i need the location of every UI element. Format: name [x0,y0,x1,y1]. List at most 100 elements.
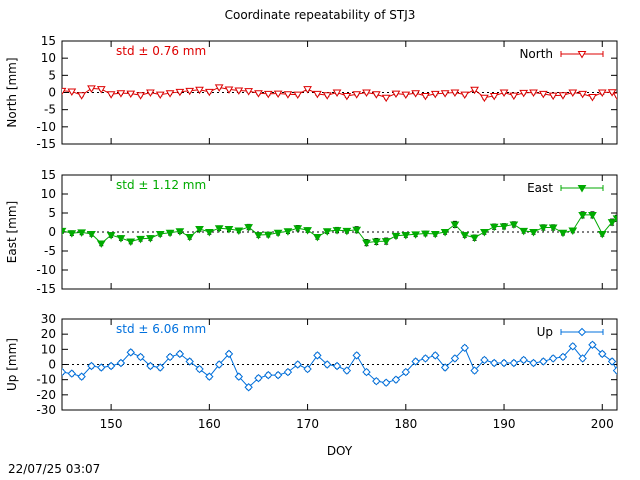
data-point [214,84,224,92]
data-point [548,224,558,232]
data-point [87,361,96,371]
panel-north: -15 -10 -5 0 5 10 15 North [mm] std ± 0.76 mm Nor… [5,34,618,151]
data-point [293,360,302,369]
series-line-north [62,86,617,99]
ytick-label-north: 0 [48,86,56,100]
data-point [303,227,312,235]
legend-label-up: Up [537,325,553,339]
data-point [470,86,479,95]
data-point [401,91,411,100]
data-point [391,375,401,384]
data-point [519,89,529,98]
data-point [480,355,489,365]
data-point [529,89,538,97]
data-point [460,232,470,240]
data-point [224,86,234,94]
ytick-label-up: 0 [48,358,56,372]
data-point [62,227,67,236]
data-point [588,340,597,349]
data-point [175,349,185,359]
data-point [205,372,214,381]
data-point [67,230,77,238]
data-point [263,90,273,99]
xtick-label: 170 [296,417,319,431]
data-point [332,89,342,97]
data-point [283,91,293,99]
data-point [234,227,244,235]
data-point [254,373,263,383]
data-point [539,357,548,366]
series-east [62,211,617,248]
ytick-label-east: -10 [36,263,56,277]
data-point [362,89,371,97]
chart-title: Coordinate repeatability of STJ3 [224,8,416,22]
xtick-label: 180 [394,417,417,431]
std-annotation-up: std ± 6.06 mm [116,322,206,336]
data-point [116,235,126,243]
data-point [106,232,116,240]
ytick-label-up: -20 [36,388,56,402]
data-point [77,372,86,381]
data-point [224,349,234,359]
legend-marker-up [577,327,587,337]
data-point [352,226,362,235]
data-point [558,229,568,238]
data-point [460,91,470,100]
panel-east: -15 -10 -5 0 5 10 15 East [mm] std ± 1.12 mm East [5,168,618,296]
data-point [303,364,312,374]
data-point [234,372,244,381]
data-point [185,233,195,242]
data-point [175,228,185,236]
data-point [77,229,87,237]
data-point [431,351,440,360]
data-point [204,88,214,97]
legend-label-north: North [519,47,553,61]
data-point [204,229,214,237]
data-point [578,90,587,99]
data-point [185,357,194,366]
data-point [499,89,509,97]
data-point [578,354,587,363]
data-point [126,348,135,357]
ylabel-east: East [mm] [5,201,19,263]
data-point [342,92,352,101]
data-point [470,234,479,243]
data-point [430,230,440,239]
data-point [77,92,87,100]
data-point [519,227,529,236]
data-point [440,90,450,98]
data-point [185,87,195,96]
data-point [126,90,136,99]
timestamp: 22/07/25 03:07 [8,462,101,476]
data-point [352,351,361,360]
data-point [175,88,185,97]
ytick-label-up: 30 [41,312,56,326]
data-point [165,90,175,98]
data-point [568,227,578,235]
data-point [499,358,509,368]
data-point [391,90,401,99]
data-point [371,91,381,99]
data-point [612,366,617,375]
data-point [87,85,96,93]
data-point [293,91,303,100]
data-point [313,351,322,360]
ytick-label-up: -30 [36,403,56,417]
data-point [96,240,106,248]
data-point [607,219,617,227]
data-point [254,90,263,98]
data-point [195,226,204,234]
data-point [293,225,303,233]
data-point [332,227,342,235]
data-point [612,92,617,101]
data-point [273,90,283,99]
data-point [342,366,352,375]
ylabel-north: North [mm] [5,57,19,127]
data-point [362,239,371,248]
data-point [607,357,617,366]
data-point [548,354,558,363]
legend-marker-north [577,51,587,59]
series-up [62,340,617,392]
